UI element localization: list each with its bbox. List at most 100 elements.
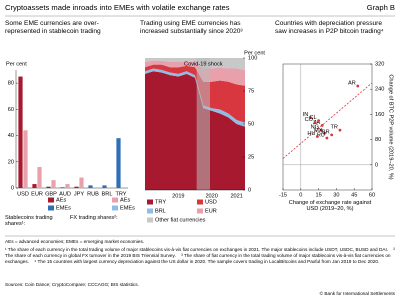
legend-label: USD (205, 199, 217, 205)
footnote: ³ The share of fiat currency in the tota… (5, 253, 391, 265)
x-tick-label: 60 (369, 192, 375, 198)
area (145, 68, 245, 127)
y-tick-label: 240 (375, 87, 384, 93)
x-tick-label: 15 (315, 192, 321, 198)
point (308, 116, 312, 119)
bar (23, 130, 28, 188)
y-tick-label: 60 (8, 107, 14, 113)
panel-title: Countries with depreciation pressure saw… (275, 20, 384, 35)
point (330, 133, 334, 137)
bar (18, 76, 23, 188)
legend-swatch (147, 199, 153, 205)
y-axis-label: Change of BTC P2P volume (2019–20, %) (388, 74, 394, 179)
footnote: ⁴ The 15 countries with largest currency… (34, 259, 380, 265)
copyright: © Bank for International Settlements (319, 291, 395, 296)
legend-swatch (197, 208, 203, 214)
abbreviations: AEs = advanced economies; EMEs = emergin… (5, 239, 145, 244)
y-tick-label: 75 (248, 88, 254, 94)
y-tick-label: 0 (375, 162, 378, 168)
bar (88, 185, 93, 188)
point-label: MX (314, 128, 323, 134)
point (338, 128, 342, 132)
bar (60, 187, 65, 188)
point-label: RU (317, 133, 325, 139)
x-tick-label: JPY (74, 191, 85, 197)
bar (93, 187, 98, 188)
point-label: ZA (313, 120, 320, 126)
x-tick-label: EUR (31, 191, 43, 197)
legend-label: TRY (155, 199, 166, 205)
bar (102, 185, 107, 188)
legend-swatch (48, 197, 54, 203)
point (356, 84, 360, 88)
sources: Sources: Coin Dance; CryptoCompare; CCCA… (5, 282, 139, 287)
area (145, 60, 245, 86)
panel-title: Some EME currencies are over-represented… (5, 20, 101, 35)
y-tick-label: 160 (375, 112, 384, 118)
legend-swatch (112, 205, 118, 211)
footnote: ² The share of each currency in global F… (5, 247, 395, 259)
bar (116, 138, 121, 188)
legend-swatch (147, 208, 153, 214)
x-tick-label: AUD (59, 191, 71, 197)
legend-swatch (112, 197, 118, 203)
bar (46, 186, 51, 188)
x-tick-label: TRY (115, 191, 126, 197)
bar (107, 187, 112, 188)
x-tick-label: 2021 (230, 193, 242, 199)
y-tick-label: 0 (11, 185, 14, 191)
panel-title: Trading using EME currencies has increas… (140, 20, 243, 35)
y-tick-label: 20 (8, 159, 14, 165)
area (145, 64, 245, 123)
annotation: Covid-19 shock (184, 61, 223, 67)
point (325, 136, 329, 140)
x-tick-label: USD (17, 191, 29, 197)
point (319, 128, 323, 132)
x-tick-label: BRL (102, 191, 113, 197)
x-tick-label: RUB (87, 191, 99, 197)
y-tick-label: 50 (248, 121, 254, 127)
bar (32, 184, 37, 188)
legend-swatch (147, 217, 153, 223)
y-tick-label: 0 (248, 187, 251, 193)
point-label: CL (309, 115, 316, 121)
bar (65, 184, 70, 188)
legend-swatch (197, 199, 203, 205)
point-label: HU (307, 131, 315, 137)
y-tick-label: 100 (248, 55, 257, 61)
plot-frame (282, 63, 373, 191)
area (145, 71, 245, 190)
x-tick-label: 2020 (205, 193, 217, 199)
bar (37, 167, 42, 188)
title: Cryptoassets made inroads into EMEs with… (5, 3, 230, 12)
x-tick-label: 30 (333, 192, 339, 198)
point-label: AR (348, 81, 356, 87)
x-tick-label: GBP (45, 191, 57, 197)
y-tick-label: 80 (8, 81, 14, 87)
y-tick-label: 40 (8, 133, 14, 139)
point-label: BR (322, 129, 330, 135)
legend-label: EUR (205, 208, 217, 214)
point-label: CO (305, 117, 314, 123)
point (316, 135, 319, 138)
x-tick-label: 0 (299, 192, 302, 198)
y-axis-label: Per cent (6, 61, 27, 67)
point-label: TR (330, 125, 337, 131)
y-tick-label: 25 (248, 154, 254, 160)
point (320, 124, 324, 127)
bar (51, 180, 56, 188)
bar (74, 186, 79, 188)
legend-label: EMEs (56, 205, 71, 211)
legend-group-title: Stablecoins trading shares¹: (5, 215, 53, 228)
bar (121, 187, 126, 188)
y-axis-label: Per cent (244, 50, 265, 56)
x-axis-label: Change of exchange rate against USD (201… (288, 200, 372, 213)
legend-label: EMEs (120, 205, 135, 211)
x-tick-label: -15 (279, 192, 287, 198)
footnotes: ¹ The share of each currency in the tota… (5, 247, 395, 265)
bar (79, 177, 84, 188)
y-tick-label: 80 (375, 137, 381, 143)
point-label: NG (311, 125, 319, 131)
